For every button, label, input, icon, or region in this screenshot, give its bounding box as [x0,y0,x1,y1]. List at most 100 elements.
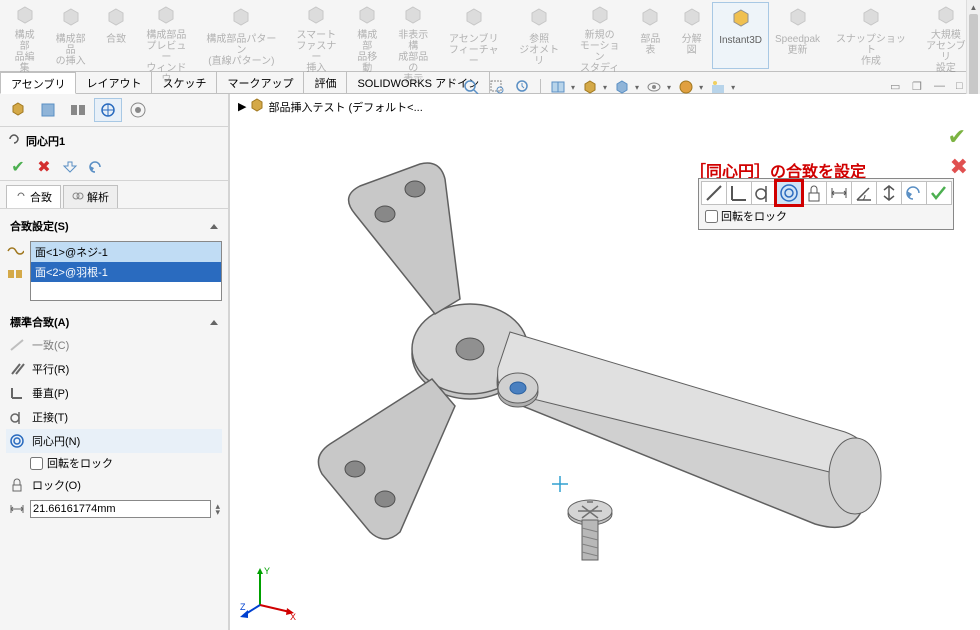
ribbon-11[interactable]: 部品表 [630,2,671,69]
tab-4[interactable]: 評価 [304,72,347,93]
lock-rotation-checkbox[interactable] [30,457,43,470]
ribbon-icon [227,4,255,32]
assembly-tree-icon[interactable] [4,98,32,122]
ribbon-6[interactable]: 構成部 品移動 [347,2,388,69]
ribbon-icon [399,4,427,28]
cancel-button[interactable]: ✖ [34,158,54,176]
property-title-text: 同心円1 [26,133,65,149]
confirm-row: ✔ ✖ [0,154,228,181]
selection-item[interactable]: 面<1>@ネジ-1 [31,242,221,262]
tab-1[interactable]: レイアウト [76,72,152,93]
ribbon-7[interactable]: 非表示構 成部品の 表示 [388,2,439,69]
distance-icon [8,500,26,518]
ribbon-8[interactable]: アセンブリ フィーチャー [439,2,509,69]
scroll-up-icon[interactable]: ▲ [967,0,980,14]
ribbon-icon [152,4,180,28]
feature-icon[interactable] [34,98,62,122]
property-mgr-icon[interactable] [94,98,122,122]
mate-coincident[interactable]: 一致(C) [6,333,222,357]
appearance-panel-icon[interactable] [124,98,152,122]
selection-box: 面<1>@ネジ-1 面<2>@羽根-1 [6,241,222,301]
window-list-icon[interactable]: ▭ [890,80,906,94]
popup-undo-button[interactable] [901,181,927,205]
breadcrumb-label[interactable]: 部品挿入テスト (デフォルト<... [268,99,422,115]
svg-text:X: X [290,612,296,620]
ribbon-icon [302,4,330,28]
window-restore-icon[interactable]: ❐ [912,80,928,94]
coincident-icon [8,336,26,354]
ribbon-10[interactable]: 新規の モーション スタディ [569,2,629,69]
ribbon-13[interactable]: Instant3D [712,2,769,69]
ribbon-icon [678,4,706,32]
selection-item[interactable]: 面<2>@羽根-1 [31,262,221,282]
ribbon-icon [636,4,664,32]
preview-button[interactable] [60,158,80,176]
tangent-icon [8,408,26,426]
ok-button[interactable]: ✔ [8,158,28,176]
lock-rotation-row[interactable]: 回転をロック [6,453,222,473]
tab-0[interactable]: アセンブリ [0,72,76,94]
ribbon-icon [932,4,960,28]
breadcrumb[interactable]: ▶ 部品挿入テスト (デフォルト<... [238,98,423,115]
ribbon-icon [11,4,39,28]
view-triad[interactable]: Y X Z [240,560,300,620]
property-manager: 同心円1 ✔ ✖ 合致解析 合致設定(S) 面<1>@ネジ-1 面<2>@羽根-… [0,94,230,630]
concentric-icon [8,432,26,450]
ribbon-icon [525,4,553,32]
subtab-解析[interactable]: 解析 [63,185,118,208]
subtab-icon [72,190,84,205]
entity-icon[interactable] [6,243,30,262]
popup-ok-button[interactable] [926,181,952,205]
ribbon-9[interactable]: 参照 ジオメトリ [509,2,570,69]
mate-lock[interactable]: ロック(O) [6,473,222,497]
distance-row: ▴▾ [6,497,222,521]
ribbon-0[interactable]: 構成部 品編集 [4,2,45,69]
ribbon-icon [57,4,85,32]
ribbon-3[interactable]: 構成部品 プレビュー ウィンドウ [136,2,197,69]
perpendicular-icon [8,384,26,402]
ribbon-icon [460,4,488,32]
config-icon[interactable] [64,98,92,122]
subtab-合致[interactable]: 合致 [6,185,61,208]
ribbon-icon [102,4,130,32]
parallel-icon [8,360,26,378]
undo-icon[interactable] [86,158,106,176]
ribbon-15[interactable]: スナップショット 作成 [826,2,916,69]
3d-viewport[interactable]: ▶ 部品挿入テスト (デフォルト<... ✔ ✖ ［同心円］の合致を設定 回転を… [230,94,980,630]
subtab-icon [15,190,27,205]
section-mate-settings[interactable]: 合致設定(S) [6,215,222,237]
ribbon-icon [353,4,381,28]
3d-model[interactable] [260,154,900,584]
svg-text:Z: Z [240,602,246,612]
ribbon-14[interactable]: Speedpak 更新 [769,2,826,69]
spinner-icon[interactable]: ▴▾ [215,503,220,516]
mate-tangent[interactable]: 正接(T) [6,405,222,429]
tab-3[interactable]: マークアップ [217,72,304,93]
ribbon-4[interactable]: 構成部品パターン (直線パターン) [197,2,286,69]
ribbon-5[interactable]: スマート ファスナー 挿入 [286,2,347,69]
section-standard-mates[interactable]: 標準合致(A) [6,311,222,333]
mate-concentric[interactable]: 同心円(N) [6,429,222,453]
mate-perpendicular[interactable]: 垂直(P) [6,381,222,405]
popup-concentric-button[interactable] [776,181,802,205]
minimize-icon[interactable]: — [934,80,950,94]
ribbon-1[interactable]: 構成部品 の挿入 [45,2,96,69]
lock-icon [8,476,26,494]
distance-input[interactable] [30,500,211,518]
ribbon-12[interactable]: 分解図 [671,2,712,69]
breadcrumb-arrow[interactable]: ▶ [238,100,246,113]
ribbon-icon [784,4,812,32]
assembly-icon [250,98,264,115]
property-title: 同心円1 [0,127,228,154]
viewport-cancel-icon[interactable]: ✖ [950,154,968,180]
selection-list[interactable]: 面<1>@ネジ-1 面<2>@羽根-1 [30,241,222,301]
multi-mate-icon[interactable] [6,266,30,285]
mate-parallel[interactable]: 平行(R) [6,357,222,381]
window-controls: ▭ ❐ — □ [890,80,972,94]
mate-clip-icon [6,131,22,150]
ribbon-icon [586,4,614,28]
ribbon-icon [857,4,885,32]
panel-body: 合致設定(S) 面<1>@ネジ-1 面<2>@羽根-1 標準合致(A) 一致(C… [0,209,228,630]
ribbon-2[interactable]: 合致 [96,2,136,69]
viewport-ok-icon[interactable]: ✔ [948,124,966,150]
